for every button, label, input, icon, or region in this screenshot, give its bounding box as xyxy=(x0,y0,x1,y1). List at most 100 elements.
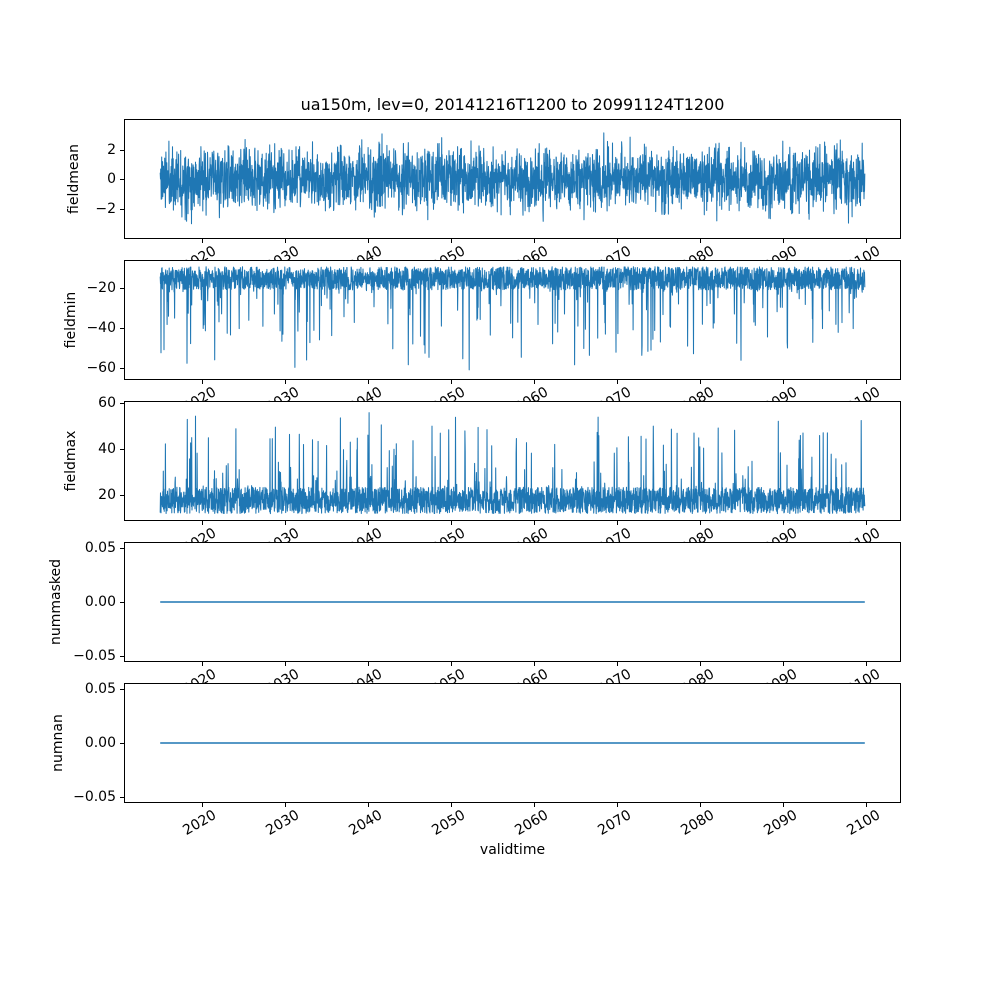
y-tick-mark xyxy=(120,149,124,151)
y-tick-mark xyxy=(120,288,124,290)
y-axis-label-nummasked: nummasked xyxy=(48,559,64,646)
x-tick-mark xyxy=(533,662,535,666)
series-path-fieldmean xyxy=(159,132,866,225)
y-tick-label: 0.05 xyxy=(84,540,116,557)
y-tick-label: −0.05 xyxy=(73,647,116,664)
x-tick-label: 2090 xyxy=(761,807,801,839)
y-tick-label: 0.00 xyxy=(84,594,116,610)
y-tick-mark xyxy=(120,179,124,180)
x-tick-mark xyxy=(367,521,369,525)
x-tick-mark xyxy=(202,662,204,666)
x-tick-mark xyxy=(616,239,618,243)
x-tick-mark xyxy=(782,662,784,666)
x-tick-mark xyxy=(616,380,618,384)
y-tick-label: 0.00 xyxy=(84,735,116,751)
series-path-fieldmax xyxy=(159,412,866,515)
x-tick-mark xyxy=(699,380,701,384)
y-tick-label: 60 xyxy=(98,394,116,411)
y-tick-label: 20 xyxy=(98,486,116,503)
y-tick-mark xyxy=(120,448,124,450)
x-tick-label: 2030 xyxy=(263,807,303,839)
x-tick-mark xyxy=(367,803,369,807)
y-tick-mark xyxy=(120,328,124,330)
x-tick-mark xyxy=(450,662,452,666)
y-tick-mark xyxy=(120,402,124,404)
x-tick-mark xyxy=(533,380,535,384)
y-tick-mark xyxy=(120,689,124,691)
x-tick-mark xyxy=(865,662,867,666)
x-tick-mark xyxy=(699,662,701,666)
plot-title: ua150m, lev=0, 20141216T1200 to 20991124… xyxy=(300,95,725,114)
x-tick-label: 2080 xyxy=(678,807,718,839)
x-tick-mark xyxy=(616,521,618,525)
y-axis-label-fieldmax: fieldmax xyxy=(63,430,79,492)
x-axis-label: validtime xyxy=(479,842,546,858)
x-tick-mark xyxy=(865,380,867,384)
x-tick-mark xyxy=(367,662,369,666)
x-tick-mark xyxy=(285,380,286,384)
x-tick-mark xyxy=(450,521,452,525)
series-line-numnan xyxy=(160,742,865,744)
y-tick-mark xyxy=(120,368,124,370)
x-tick-mark xyxy=(616,662,618,666)
x-tick-mark xyxy=(699,521,701,525)
x-tick-label: 2050 xyxy=(429,807,469,839)
y-tick-label: 0.05 xyxy=(84,681,116,698)
x-tick-label: 2020 xyxy=(180,807,220,839)
y-tick-label: −0.05 xyxy=(73,788,116,805)
x-tick-mark xyxy=(367,380,369,384)
y-tick-label: 40 xyxy=(98,440,116,457)
y-tick-label: −20 xyxy=(86,280,116,297)
y-axis-label-numnan: numnan xyxy=(50,714,66,772)
x-tick-mark xyxy=(367,239,369,243)
x-tick-mark xyxy=(202,239,204,243)
y-tick-mark xyxy=(120,208,124,210)
y-tick-label: 2 xyxy=(107,141,116,158)
x-tick-mark xyxy=(865,521,867,525)
y-tick-mark xyxy=(120,602,124,603)
x-tick-mark xyxy=(616,803,618,807)
x-tick-mark xyxy=(202,803,204,807)
x-tick-mark xyxy=(865,239,867,243)
x-tick-mark xyxy=(285,239,286,243)
x-tick-mark xyxy=(450,803,452,807)
y-tick-mark xyxy=(120,655,124,657)
x-tick-label: 2070 xyxy=(595,807,635,839)
x-tick-mark xyxy=(202,521,204,525)
x-tick-mark xyxy=(782,239,784,243)
x-tick-mark xyxy=(533,803,535,807)
series-line-fieldmax xyxy=(159,412,866,515)
x-tick-mark xyxy=(782,380,784,384)
x-tick-mark xyxy=(533,239,535,243)
x-tick-label: 2060 xyxy=(512,807,552,839)
y-tick-label: −40 xyxy=(86,320,116,337)
x-tick-mark xyxy=(699,239,701,243)
x-tick-mark xyxy=(450,380,452,384)
series-line-fieldmin xyxy=(159,266,866,371)
y-axis-label-fieldmean: fieldmean xyxy=(66,144,82,214)
y-tick-label: 0 xyxy=(107,171,116,187)
y-axis-label-fieldmin: fieldmin xyxy=(63,291,79,349)
x-tick-label: 2100 xyxy=(844,807,884,839)
x-tick-mark xyxy=(450,239,452,243)
x-tick-label: 2040 xyxy=(346,807,386,839)
y-tick-mark xyxy=(120,796,124,798)
y-tick-mark xyxy=(120,743,124,744)
x-tick-mark xyxy=(699,803,701,807)
y-tick-label: −60 xyxy=(86,360,116,377)
x-tick-mark xyxy=(782,521,784,525)
x-tick-mark xyxy=(202,380,204,384)
x-tick-mark xyxy=(285,803,286,807)
y-tick-mark xyxy=(120,548,124,550)
x-tick-mark xyxy=(285,662,286,666)
x-tick-mark xyxy=(533,521,535,525)
series-path-fieldmin xyxy=(159,266,866,371)
series-line-nummasked xyxy=(160,601,865,603)
y-tick-mark xyxy=(120,494,124,496)
series-line-fieldmean xyxy=(159,132,866,225)
x-tick-mark xyxy=(782,803,784,807)
x-tick-mark xyxy=(285,521,286,525)
y-tick-label: −2 xyxy=(95,200,116,217)
x-tick-mark xyxy=(865,803,867,807)
